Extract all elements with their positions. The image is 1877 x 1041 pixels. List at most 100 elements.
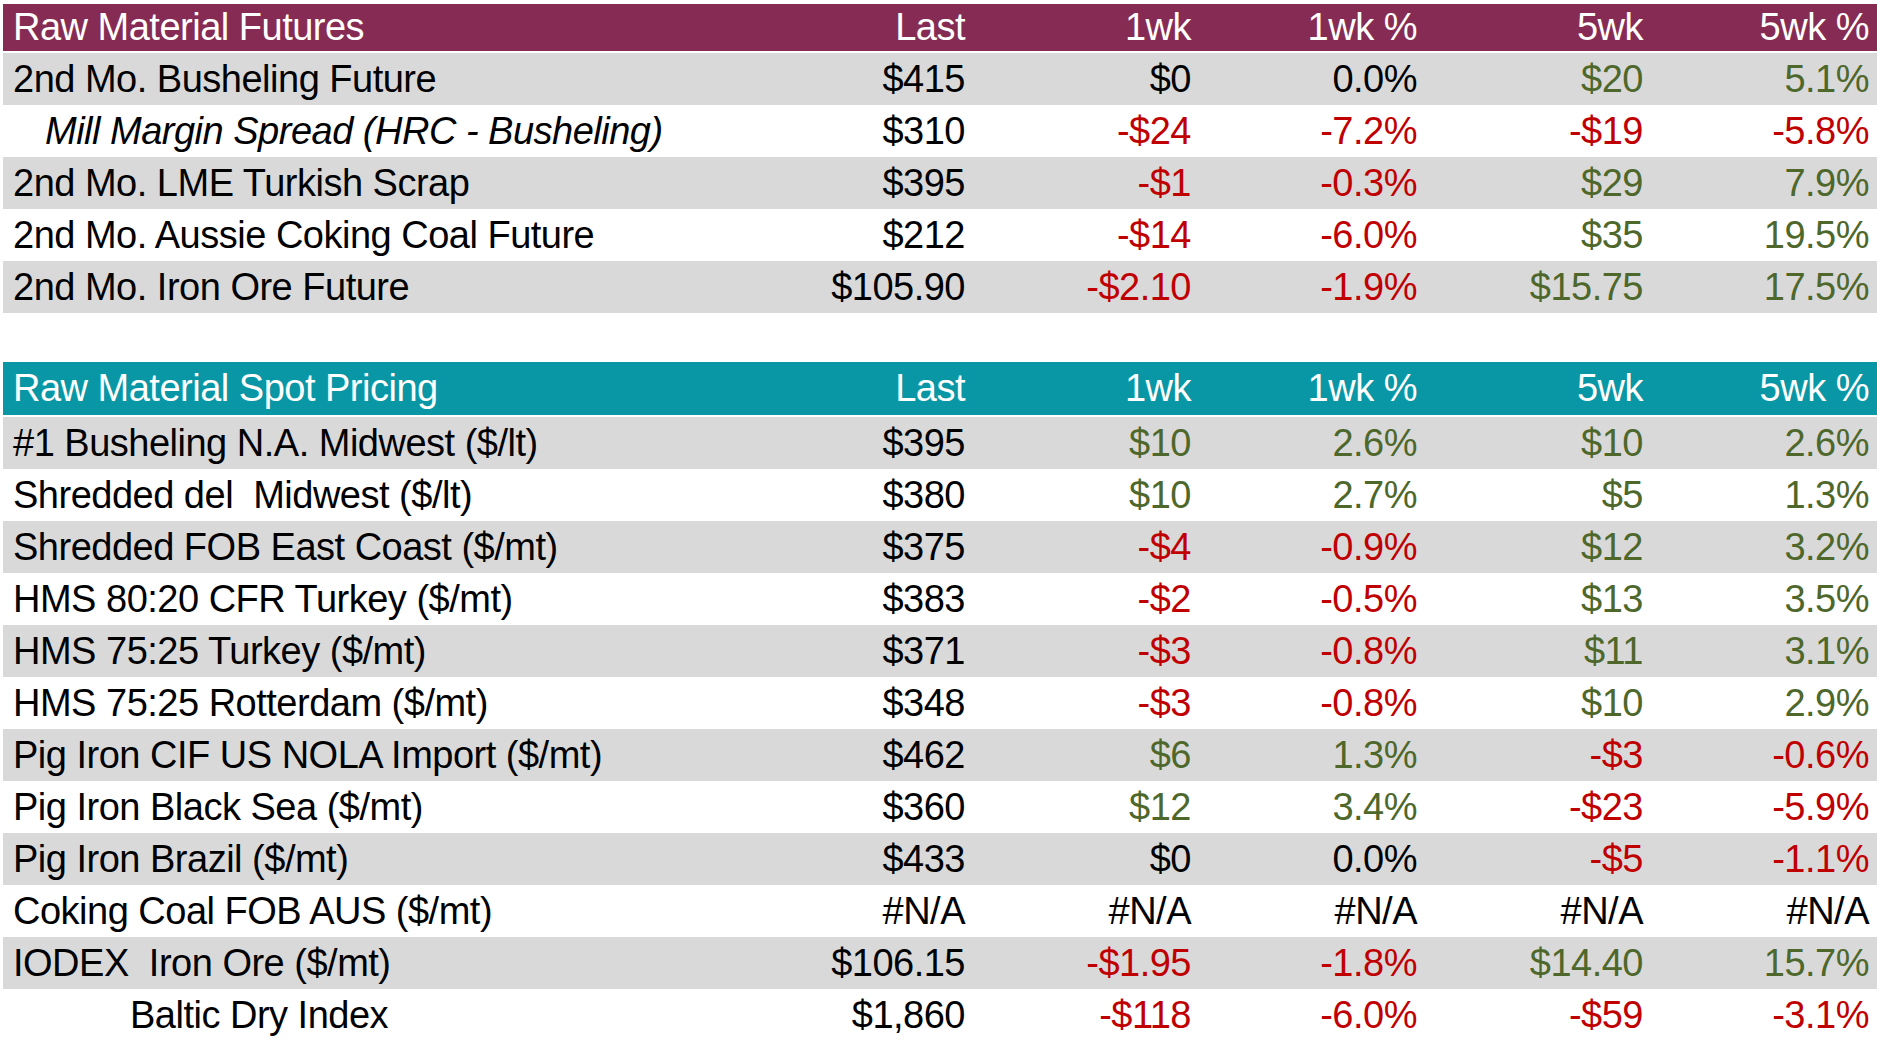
column-header-1wk: 1wk — [973, 362, 1199, 416]
last-value-cell: #N/A — [747, 885, 973, 937]
1wk-pct-value-cell: 2.6% — [1199, 416, 1425, 469]
row-label: Pig Iron CIF US NOLA Import ($/mt) — [3, 729, 747, 781]
5wk-value-cell: $13 — [1425, 573, 1651, 625]
5wk-pct-value-cell: -3.1% — [1651, 989, 1877, 1041]
row-label: 2nd Mo. LME Turkish Scrap — [3, 157, 747, 209]
futures-table-title: Raw Material Futures — [3, 4, 747, 52]
column-header-5wk: 5wk — [1425, 4, 1651, 52]
1wk-pct-value-cell: -0.8% — [1199, 625, 1425, 677]
5wk-value-cell: -$5 — [1425, 833, 1651, 885]
5wk-pct-value-cell: 5.1% — [1651, 52, 1877, 105]
1wk-value-cell: $0 — [973, 833, 1199, 885]
1wk-value-cell: -$2.10 — [973, 261, 1199, 313]
last-value-cell: $310 — [747, 105, 973, 157]
5wk-pct-value-cell: -5.8% — [1651, 105, 1877, 157]
last-value-cell: $1,860 — [747, 989, 973, 1041]
1wk-pct-value-cell: -6.0% — [1199, 209, 1425, 261]
raw-material-spot-pricing-table: Raw Material Spot Pricing Last 1wk 1wk %… — [3, 362, 1877, 1041]
row-label: Shredded del Midwest ($/lt) — [3, 469, 747, 521]
spot-header-row: Raw Material Spot Pricing Last 1wk 1wk %… — [3, 362, 1877, 416]
5wk-pct-value-cell: #N/A — [1651, 885, 1877, 937]
raw-material-futures-table: Raw Material Futures Last 1wk 1wk % 5wk … — [3, 4, 1877, 313]
1wk-value-cell: -$2 — [973, 573, 1199, 625]
column-header-1wk: 1wk — [973, 4, 1199, 52]
5wk-value-cell: $29 — [1425, 157, 1651, 209]
1wk-value-cell: $0 — [973, 52, 1199, 105]
column-header-1wk-pct: 1wk % — [1199, 4, 1425, 52]
1wk-value-cell: #N/A — [973, 885, 1199, 937]
5wk-value-cell: $35 — [1425, 209, 1651, 261]
1wk-value-cell: -$24 — [973, 105, 1199, 157]
column-header-5wk-pct: 5wk % — [1651, 4, 1877, 52]
table-row: Shredded FOB East Coast ($/mt) $375 -$4 … — [3, 521, 1877, 573]
last-value-cell: $212 — [747, 209, 973, 261]
1wk-value-cell: -$14 — [973, 209, 1199, 261]
5wk-pct-value-cell: -5.9% — [1651, 781, 1877, 833]
5wk-value-cell: $14.40 — [1425, 937, 1651, 989]
last-value-cell: $415 — [747, 52, 973, 105]
table-row: Pig Iron Brazil ($/mt) $433 $0 0.0% -$5 … — [3, 833, 1877, 885]
report-sheet: Raw Material Futures Last 1wk 1wk % 5wk … — [0, 0, 1877, 1041]
last-value-cell: $348 — [747, 677, 973, 729]
5wk-value-cell: $15.75 — [1425, 261, 1651, 313]
row-label: 2nd Mo. Iron Ore Future — [3, 261, 747, 313]
5wk-value-cell: -$23 — [1425, 781, 1651, 833]
5wk-value-cell: $10 — [1425, 416, 1651, 469]
1wk-pct-value-cell: -1.9% — [1199, 261, 1425, 313]
5wk-pct-value-cell: 3.5% — [1651, 573, 1877, 625]
column-header-5wk: 5wk — [1425, 362, 1651, 416]
last-value-cell: $106.15 — [747, 937, 973, 989]
last-value-cell: $395 — [747, 416, 973, 469]
last-value-cell: $462 — [747, 729, 973, 781]
table-row: 2nd Mo. Iron Ore Future $105.90 -$2.10 -… — [3, 261, 1877, 313]
column-header-last: Last — [747, 4, 973, 52]
5wk-pct-value-cell: 2.6% — [1651, 416, 1877, 469]
1wk-value-cell: -$118 — [973, 989, 1199, 1041]
1wk-pct-value-cell: -6.0% — [1199, 989, 1425, 1041]
5wk-pct-value-cell: 15.7% — [1651, 937, 1877, 989]
1wk-pct-value-cell: 2.7% — [1199, 469, 1425, 521]
1wk-pct-value-cell: 1.3% — [1199, 729, 1425, 781]
5wk-pct-value-cell: 17.5% — [1651, 261, 1877, 313]
table-row: Baltic Dry Index $1,860 -$118 -6.0% -$59… — [3, 989, 1877, 1041]
5wk-value-cell: $11 — [1425, 625, 1651, 677]
table-row: Pig Iron CIF US NOLA Import ($/mt) $462 … — [3, 729, 1877, 781]
table-row: Pig Iron Black Sea ($/mt) $360 $12 3.4% … — [3, 781, 1877, 833]
1wk-pct-value-cell: -0.8% — [1199, 677, 1425, 729]
column-header-1wk-pct: 1wk % — [1199, 362, 1425, 416]
row-label: Pig Iron Brazil ($/mt) — [3, 833, 747, 885]
1wk-pct-value-cell: 0.0% — [1199, 52, 1425, 105]
row-label: Mill Margin Spread (HRC - Busheling) — [3, 105, 747, 157]
table-row: 2nd Mo. Busheling Future $415 $0 0.0% $2… — [3, 52, 1877, 105]
5wk-value-cell: -$3 — [1425, 729, 1651, 781]
row-label: HMS 80:20 CFR Turkey ($/mt) — [3, 573, 747, 625]
row-label: Baltic Dry Index — [3, 989, 747, 1041]
5wk-value-cell: $10 — [1425, 677, 1651, 729]
futures-header-row: Raw Material Futures Last 1wk 1wk % 5wk … — [3, 4, 1877, 52]
last-value-cell: $433 — [747, 833, 973, 885]
5wk-value-cell: $5 — [1425, 469, 1651, 521]
1wk-value-cell: -$1 — [973, 157, 1199, 209]
table-row: Coking Coal FOB AUS ($/mt) #N/A #N/A #N/… — [3, 885, 1877, 937]
1wk-pct-value-cell: 0.0% — [1199, 833, 1425, 885]
1wk-value-cell: $12 — [973, 781, 1199, 833]
5wk-value-cell: $12 — [1425, 521, 1651, 573]
5wk-pct-value-cell: 19.5% — [1651, 209, 1877, 261]
table-row: 2nd Mo. Aussie Coking Coal Future $212 -… — [3, 209, 1877, 261]
1wk-pct-value-cell: -0.9% — [1199, 521, 1425, 573]
table-row: Shredded del Midwest ($/lt) $380 $10 2.7… — [3, 469, 1877, 521]
row-label: Pig Iron Black Sea ($/mt) — [3, 781, 747, 833]
table-row: 2nd Mo. LME Turkish Scrap $395 -$1 -0.3%… — [3, 157, 1877, 209]
1wk-pct-value-cell: -7.2% — [1199, 105, 1425, 157]
table-row: HMS 75:25 Turkey ($/mt) $371 -$3 -0.8% $… — [3, 625, 1877, 677]
last-value-cell: $383 — [747, 573, 973, 625]
5wk-pct-value-cell: -1.1% — [1651, 833, 1877, 885]
last-value-cell: $360 — [747, 781, 973, 833]
5wk-pct-value-cell: 2.9% — [1651, 677, 1877, 729]
5wk-pct-value-cell: 7.9% — [1651, 157, 1877, 209]
table-gap — [0, 313, 1877, 362]
row-label: HMS 75:25 Rotterdam ($/mt) — [3, 677, 747, 729]
row-label: IODEX Iron Ore ($/mt) — [3, 937, 747, 989]
row-label: #1 Busheling N.A. Midwest ($/lt) — [3, 416, 747, 469]
5wk-value-cell: $20 — [1425, 52, 1651, 105]
